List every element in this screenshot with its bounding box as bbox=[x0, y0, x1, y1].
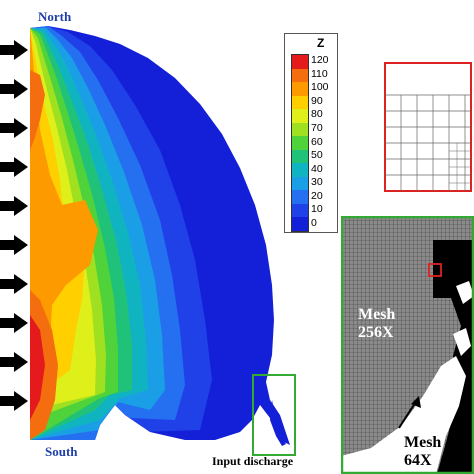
legend-tick-label: 80 bbox=[311, 108, 323, 121]
inflow-arrow bbox=[0, 352, 28, 372]
inflow-arrow bbox=[0, 40, 28, 60]
legend-tick-label: 100 bbox=[311, 81, 329, 94]
legend-swatch bbox=[292, 176, 308, 191]
inflow-arrow bbox=[0, 79, 28, 99]
legend-title: Z bbox=[317, 36, 325, 50]
legend-swatch bbox=[292, 203, 308, 218]
legend-tick-label: 120 bbox=[311, 54, 329, 67]
west-inflow-arrows bbox=[0, 40, 28, 411]
legend-swatch bbox=[292, 55, 308, 69]
legend-tick-label: 0 bbox=[311, 216, 317, 229]
inflow-arrow bbox=[0, 157, 28, 177]
fine-mesh-label-line1: Mesh bbox=[358, 306, 396, 323]
legend-tick-label: 90 bbox=[311, 94, 323, 107]
legend-swatch bbox=[292, 82, 308, 96]
legend-tick-label: 30 bbox=[311, 176, 323, 189]
north-label: North bbox=[38, 9, 72, 24]
legend-swatch bbox=[292, 68, 308, 83]
legend-tick-label: 20 bbox=[311, 189, 323, 202]
legend-tick-label: 110 bbox=[311, 67, 328, 80]
mesh-pointer-arrow bbox=[398, 396, 421, 429]
legend-swatch bbox=[292, 190, 308, 204]
legend-swatch bbox=[292, 136, 308, 150]
inflow-arrow bbox=[0, 196, 28, 216]
legend-swatch bbox=[292, 122, 308, 137]
legend-swatch bbox=[292, 217, 308, 231]
legend-tick-label: 40 bbox=[311, 162, 323, 175]
coarse-mesh-label: Mesh 64X bbox=[404, 434, 441, 470]
inflow-arrow bbox=[0, 313, 28, 333]
legend-swatch bbox=[292, 149, 308, 164]
fine-mesh-label-line2: 256X bbox=[358, 324, 394, 341]
legend-tick-label: 10 bbox=[311, 203, 323, 216]
coarse-grid-diagram bbox=[384, 62, 472, 192]
legend-swatch bbox=[292, 95, 308, 110]
legend-swatch bbox=[292, 163, 308, 177]
legend-swatches bbox=[291, 54, 309, 232]
fine-mesh-label: Mesh 256X bbox=[358, 306, 395, 342]
mesh-detail-panel bbox=[341, 216, 474, 474]
coarse-mesh-label-line2: 64X bbox=[404, 452, 432, 469]
inflow-arrow bbox=[0, 235, 28, 255]
legend-tick-label: 50 bbox=[311, 149, 323, 162]
coarse-mesh-label-line1: Mesh bbox=[404, 434, 442, 451]
legend-swatch bbox=[292, 109, 308, 123]
inlet-highlight-box bbox=[252, 374, 296, 456]
input-discharge-label: Input discharge bbox=[212, 454, 294, 468]
south-label: South bbox=[45, 444, 78, 459]
inflow-arrow bbox=[0, 391, 28, 411]
legend-tick-label: 60 bbox=[311, 135, 323, 148]
legend-tick-label: 70 bbox=[311, 121, 323, 134]
inflow-arrow bbox=[0, 274, 28, 294]
color-legend: Z 120 110 100 90 80 70 60 50 40 30 20 10 0 bbox=[284, 33, 338, 233]
inflow-arrow bbox=[0, 118, 28, 138]
